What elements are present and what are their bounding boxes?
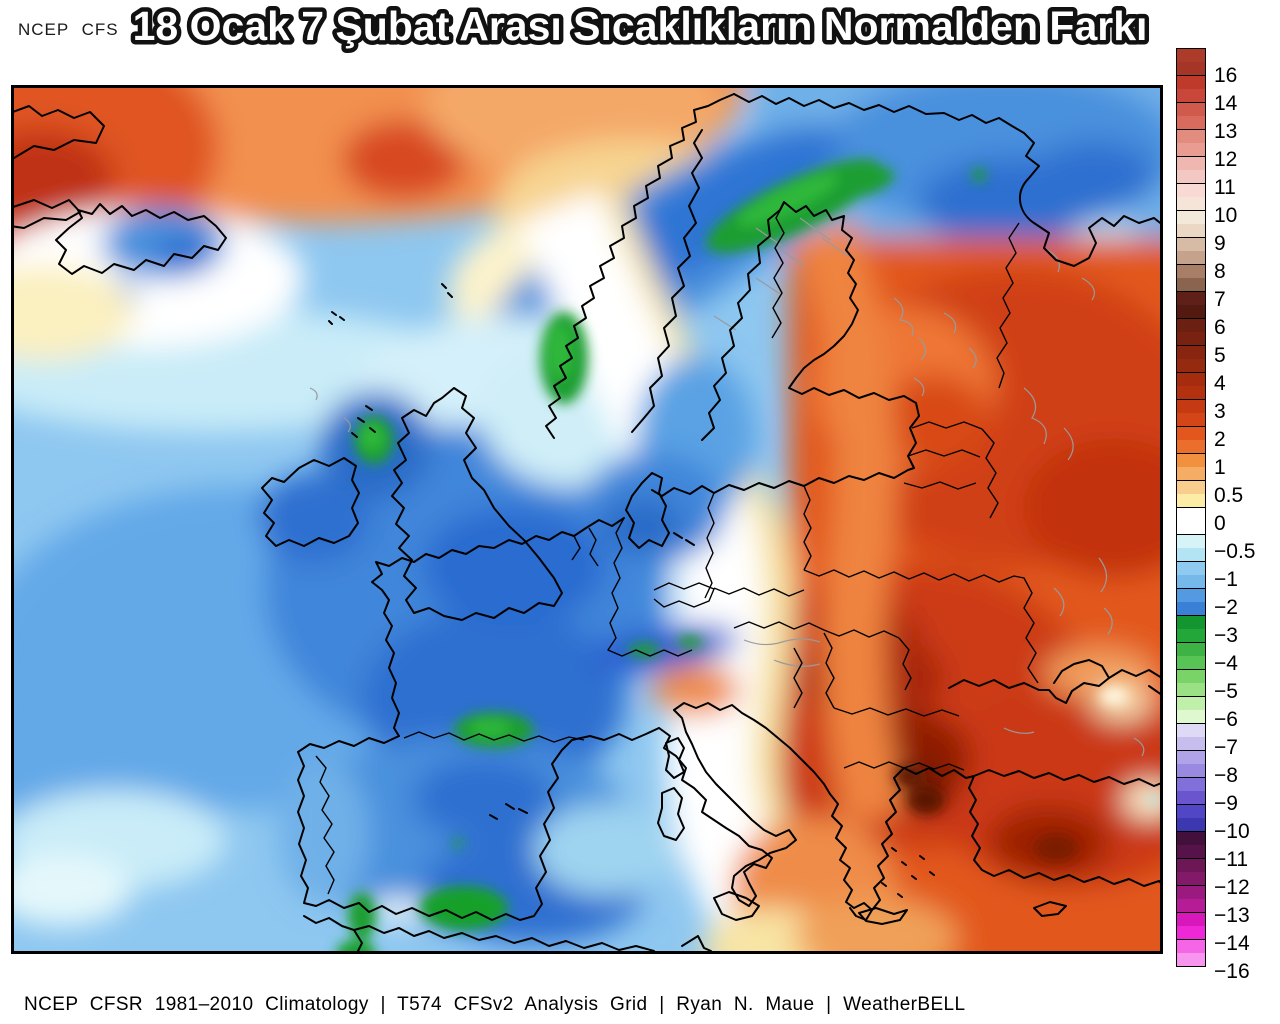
page-title: 18 Ocak 7 Şubat Arası Sıcaklıkların Norm…: [133, 3, 1148, 49]
colorbar-tick-label: −4: [1214, 652, 1238, 675]
colorbar-swatch: [1176, 750, 1206, 778]
colorbar-swatch: [1176, 723, 1206, 751]
colorbar-swatch: [1176, 372, 1206, 400]
colorbar-swatch: [1176, 804, 1206, 832]
colorbar-swatch: [1176, 75, 1206, 103]
colorbar-tick-label: −16: [1214, 960, 1250, 983]
colorbar-swatch: [1176, 831, 1206, 859]
colorbar-tick-label: 11: [1214, 176, 1236, 199]
colorbar-swatch: [1176, 669, 1206, 697]
colorbar-tick-label: 5: [1214, 344, 1226, 367]
colorbar-tick-label: −6: [1214, 708, 1238, 731]
colorbar-swatch: [1176, 561, 1206, 589]
colorbar-swatch: [1176, 777, 1206, 805]
map-color-field: [14, 88, 1160, 951]
colorbar-swatch: [1176, 345, 1206, 373]
colorbar: [1176, 48, 1208, 967]
colorbar-swatch: [1176, 102, 1206, 130]
colorbar-tick-label: 13: [1214, 120, 1238, 143]
attribution-caption: NCEP CFSR 1981–2010 Climatology | T574 C…: [24, 994, 966, 1015]
colorbar-swatch: [1176, 156, 1206, 184]
colorbar-swatch: [1176, 642, 1206, 670]
colorbar-swatch: [1176, 885, 1206, 913]
colorbar-tick-label: 1: [1214, 456, 1226, 479]
colorbar-swatch: [1176, 588, 1206, 616]
map-extrema-spots: [336, 159, 1159, 951]
colorbar-tick-label: 7: [1214, 288, 1226, 311]
colorbar-tick-label: −14: [1214, 932, 1250, 955]
colorbar-tick-label: 4: [1214, 372, 1226, 395]
page-title-svg: 18 Ocak 7 Şubat Arası Sıcaklıkların Norm…: [128, 0, 1152, 54]
model-run-line: NCEP CFS: [18, 20, 119, 39]
rivers-lakes: [309, 217, 1145, 757]
colorbar-swatch: [1176, 453, 1206, 481]
country-borders: [315, 202, 1039, 895]
colorbar-tick-label: 2: [1214, 428, 1226, 451]
colorbar-swatch: [1176, 696, 1206, 724]
colorbar-swatch: [1176, 264, 1206, 292]
colorbar-tick-label: 16: [1214, 64, 1238, 87]
colorbar-swatch: [1176, 858, 1206, 886]
colorbar-swatch: [1176, 129, 1206, 157]
colorbar-tick-label: 10: [1214, 204, 1238, 227]
coastlines: [14, 93, 1160, 951]
colorbar-tick-label: −3: [1214, 624, 1238, 647]
colorbar-tick-label: 12: [1214, 148, 1238, 171]
colorbar-swatch: [1176, 426, 1206, 454]
colorbar-tick-label: 6: [1214, 316, 1226, 339]
colorbar-tick-label: 3: [1214, 400, 1226, 423]
colorbar-tick-label: −8: [1214, 764, 1238, 787]
colorbar-swatch: [1176, 480, 1206, 508]
colorbar-swatch: [1176, 399, 1206, 427]
colorbar-tick-label: −2: [1214, 596, 1238, 619]
colorbar-tick-label: 9: [1214, 232, 1226, 255]
colorbar-swatch: [1176, 210, 1206, 238]
colorbar-tick-label: 14: [1214, 92, 1238, 115]
colorbar-tick-label: 0: [1214, 512, 1226, 535]
colorbar-swatch: [1176, 507, 1206, 535]
anomaly-map: [11, 85, 1163, 954]
colorbar-tick-label: −12: [1214, 876, 1250, 899]
colorbar-tick-label: −13: [1214, 904, 1250, 927]
colorbar-tick-label: −9: [1214, 792, 1238, 815]
colorbar-tick-label: −0.5: [1214, 540, 1256, 563]
colorbar-tick-label: 8: [1214, 260, 1226, 283]
colorbar-tick-label: −11: [1214, 848, 1249, 871]
colorbar-tick-label: −10: [1214, 820, 1250, 843]
colorbar-swatch: [1176, 291, 1206, 319]
colorbar-swatch: [1176, 939, 1206, 967]
colorbar-swatch: [1176, 237, 1206, 265]
colorbar-tick-label: −5: [1214, 680, 1238, 703]
colorbar-tick-label: 0.5: [1214, 484, 1244, 507]
colorbar-swatch: [1176, 318, 1206, 346]
colorbar-swatch: [1176, 48, 1206, 76]
colorbar-swatch: [1176, 615, 1206, 643]
colorbar-swatch: [1176, 912, 1206, 940]
colorbar-swatch: [1176, 183, 1206, 211]
colorbar-labels: 16 14 13 12 11 10 9 8 7 6 5 4 3 2 1 0.5 0 −0.5 −1 −2 −3 −4 −5 −…: [1214, 48, 1274, 1008]
colorbar-swatch: [1176, 534, 1206, 562]
colorbar-tick-label: −1: [1214, 568, 1238, 591]
map-canvas: [14, 88, 1160, 951]
colorbar-tick-label: −7: [1214, 736, 1238, 759]
